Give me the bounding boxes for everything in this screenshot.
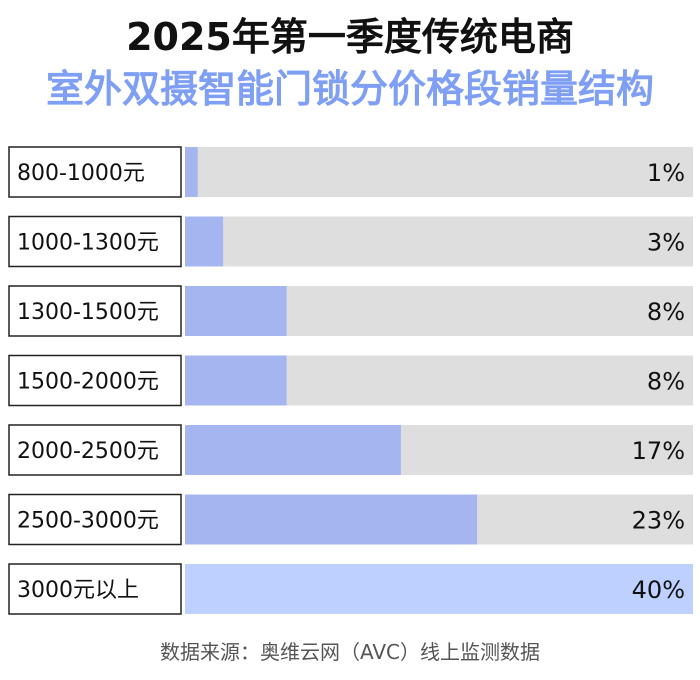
data-label: 1%: [647, 159, 685, 187]
bar-track: [185, 216, 693, 267]
category-label-box: [8, 146, 182, 198]
data-label: 23%: [632, 507, 685, 535]
bar: [185, 494, 478, 545]
data-source-note: 数据来源：奥维云网（AVC）线上监测数据: [159, 640, 541, 664]
bar: [185, 425, 401, 475]
category-label: 800-1000元: [17, 161, 145, 186]
chart-title: 2025年第一季度传统电商: [126, 15, 574, 59]
category-label: 1500-2000元: [17, 370, 159, 395]
category-label: 2000-2500元: [17, 439, 159, 464]
bar: [185, 147, 198, 197]
bar: [185, 564, 693, 614]
data-label: 8%: [647, 368, 685, 396]
category-label: 1300-1500元: [17, 300, 159, 325]
category-label: 1000-1300元: [17, 231, 159, 256]
category-label-box: [8, 215, 182, 268]
data-label: 40%: [632, 576, 685, 604]
bar: [185, 355, 287, 406]
data-label: 8%: [647, 298, 685, 326]
chart-subtitle: 室外双摄智能门锁分价格段销量结构: [45, 67, 654, 111]
bar-track: [185, 147, 693, 197]
category-label-box: [8, 424, 182, 476]
data-label: 17%: [632, 437, 685, 465]
bar: [185, 286, 287, 336]
data-label: 3%: [647, 229, 685, 257]
category-label-box: [8, 354, 182, 407]
category-label-box: [8, 285, 182, 337]
category-label: 2500-3000元: [17, 509, 159, 534]
category-label: 3000元以上: [17, 578, 139, 603]
bar: [185, 216, 224, 267]
bar-chart: 800-1000元 1% 1000-1300元 3% 1300-1500元 8% 1500-…: [8, 146, 693, 615]
category-label-box: [8, 493, 182, 546]
category-label-box: [8, 563, 182, 615]
